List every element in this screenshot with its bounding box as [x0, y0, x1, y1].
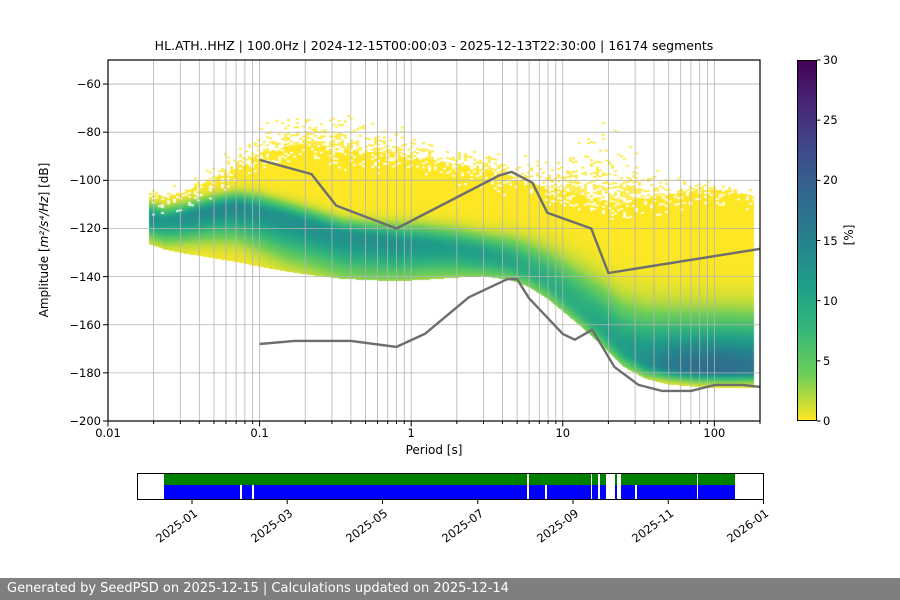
timeline-green-segment [698, 474, 735, 486]
footer-bar: Generated by SeedPSD on 2025-12-15 | Cal… [0, 578, 900, 600]
timeline-date-2025-11: 2025-11 [629, 506, 677, 546]
timeline-blue-segment [615, 485, 618, 499]
timeline-blue-segment [698, 485, 735, 499]
timeline-green-segment [163, 474, 528, 486]
timeline-date-2025-05: 2025-05 [343, 506, 391, 546]
timeline-green-segment [528, 474, 591, 486]
colorbar-tick-30: 30 [823, 53, 838, 67]
colorbar-tick-5: 5 [823, 353, 831, 368]
timeline-green-segment [615, 474, 618, 486]
y-tick--180: −180 [69, 365, 101, 380]
colorbar-tick-25: 25 [823, 113, 838, 128]
colorbar-label: [%] [842, 224, 856, 246]
timeline-blue-segment [636, 485, 697, 499]
timeline-green-segment [621, 474, 697, 486]
colorbar-tick-0: 0 [823, 414, 831, 428]
ppsd-histogram-canvas [108, 60, 760, 421]
timeline-blue-segment [163, 485, 240, 499]
colorbar-tick-20: 20 [823, 173, 838, 188]
timeline-green-segment [599, 474, 606, 486]
timeline-date-2025-09: 2025-09 [534, 506, 582, 546]
y-tick--200: −200 [69, 414, 101, 428]
timeline-blue-segment [547, 485, 591, 499]
timeline-date-2025-01: 2025-01 [153, 506, 201, 546]
timeline-blue-segment [592, 485, 599, 499]
timeline-blue-segment [599, 485, 606, 499]
x-tick-0.01: 0.01 [95, 426, 121, 440]
y-tick--60: −60 [76, 77, 101, 92]
availability-timeline [137, 473, 764, 500]
timeline-blue-segment [253, 485, 528, 499]
colorbar-tick-10: 10 [823, 293, 838, 308]
colorbar-tick-15: 15 [823, 233, 838, 248]
y-tick--120: −120 [69, 221, 101, 236]
x-tick-100: 100 [703, 426, 726, 440]
timeline-date-2025-07: 2025-07 [438, 506, 486, 546]
y-tick--80: −80 [76, 125, 101, 140]
timeline-blue-segment [241, 485, 252, 499]
timeline-green-segment [592, 474, 599, 486]
y-tick--140: −140 [69, 269, 101, 284]
timeline-blue-segment [528, 485, 546, 499]
x-tick-0.1: 0.1 [250, 426, 269, 440]
y-tick--100: −100 [69, 173, 101, 188]
colorbar [797, 60, 817, 421]
timeline-date-2025-03: 2025-03 [248, 506, 296, 546]
y-tick--160: −160 [69, 317, 101, 332]
x-axis-label: Period [s] [405, 443, 463, 457]
y-axis-label: Amplitude [m²/s⁴/Hz] [dB] [37, 162, 51, 318]
timeline-blue-segment [621, 485, 635, 499]
footer-text: Generated by SeedPSD on 2025-12-15 | Cal… [7, 581, 509, 596]
x-tick-1: 1 [407, 426, 415, 440]
x-tick-10: 10 [555, 426, 571, 440]
plot-title: HL.ATH..HHZ | 100.0Hz | 2024-12-15T00:00… [154, 38, 714, 53]
timeline-date-2026-01: 2026-01 [724, 506, 772, 546]
